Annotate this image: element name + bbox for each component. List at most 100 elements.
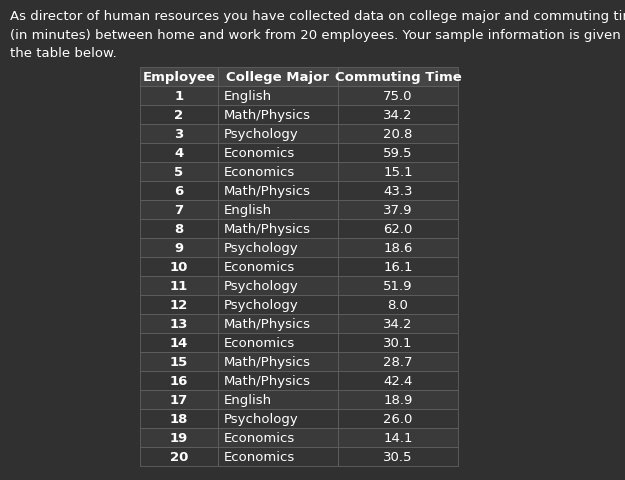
Text: Commuting Time: Commuting Time	[334, 71, 461, 84]
Bar	[338, 219, 458, 239]
Text: 11: 11	[170, 279, 188, 292]
Text: 26.0: 26.0	[383, 412, 412, 425]
Bar	[338, 106, 458, 125]
Bar	[218, 219, 338, 239]
Bar	[140, 201, 218, 219]
Text: Psychology: Psychology	[224, 241, 299, 254]
Bar	[140, 276, 218, 295]
Text: Economics: Economics	[224, 336, 295, 349]
Text: 14: 14	[170, 336, 188, 349]
Text: College Major: College Major	[226, 71, 329, 84]
Text: 43.3: 43.3	[383, 185, 412, 198]
Bar	[218, 144, 338, 163]
Text: 15: 15	[170, 355, 188, 368]
Bar	[140, 257, 218, 276]
Text: Economics: Economics	[224, 431, 295, 444]
Bar	[338, 144, 458, 163]
Text: As director of human resources you have collected data on college major and comm: As director of human resources you have …	[10, 10, 625, 60]
Bar	[140, 352, 218, 371]
Text: 14.1: 14.1	[383, 431, 412, 444]
Bar	[338, 276, 458, 295]
Text: 6: 6	[174, 185, 184, 198]
Text: 30.5: 30.5	[383, 450, 412, 463]
Text: 9: 9	[174, 241, 184, 254]
Bar	[140, 106, 218, 125]
Text: 1: 1	[174, 90, 184, 103]
Bar	[218, 390, 338, 409]
Bar	[140, 219, 218, 239]
Bar	[338, 87, 458, 106]
Bar	[140, 239, 218, 257]
Text: 18.6: 18.6	[383, 241, 412, 254]
Bar	[338, 333, 458, 352]
Text: Math/Physics: Math/Physics	[224, 317, 311, 330]
Bar	[140, 333, 218, 352]
Bar	[140, 125, 218, 144]
Text: 8.0: 8.0	[388, 299, 409, 312]
Bar	[218, 87, 338, 106]
Bar	[140, 68, 218, 87]
Text: 15.1: 15.1	[383, 166, 413, 179]
Bar	[140, 181, 218, 201]
Text: English: English	[224, 393, 272, 406]
Bar	[218, 68, 338, 87]
Text: 13: 13	[170, 317, 188, 330]
Bar	[140, 144, 218, 163]
Bar	[218, 447, 338, 466]
Text: Economics: Economics	[224, 450, 295, 463]
Bar	[218, 371, 338, 390]
Text: 30.1: 30.1	[383, 336, 412, 349]
Bar	[140, 295, 218, 314]
Bar	[218, 257, 338, 276]
Bar	[218, 314, 338, 333]
Bar	[140, 390, 218, 409]
Bar	[338, 352, 458, 371]
Bar	[218, 428, 338, 447]
Bar	[338, 428, 458, 447]
Text: 20: 20	[170, 450, 188, 463]
Text: English: English	[224, 204, 272, 216]
Bar	[338, 371, 458, 390]
Bar	[140, 314, 218, 333]
Text: 34.2: 34.2	[383, 109, 412, 122]
Bar	[338, 68, 458, 87]
Bar	[140, 163, 218, 181]
Text: Math/Physics: Math/Physics	[224, 223, 311, 236]
Text: 51.9: 51.9	[383, 279, 412, 292]
Bar	[218, 352, 338, 371]
Bar	[218, 125, 338, 144]
Bar	[140, 447, 218, 466]
Text: 75.0: 75.0	[383, 90, 412, 103]
Bar	[218, 106, 338, 125]
Text: Economics: Economics	[224, 147, 295, 160]
Bar	[338, 295, 458, 314]
Bar	[218, 239, 338, 257]
Text: 34.2: 34.2	[383, 317, 412, 330]
Text: 7: 7	[174, 204, 184, 216]
Text: Math/Physics: Math/Physics	[224, 109, 311, 122]
Text: Economics: Economics	[224, 261, 295, 274]
Text: 28.7: 28.7	[383, 355, 412, 368]
Text: Math/Physics: Math/Physics	[224, 374, 311, 387]
Bar	[338, 409, 458, 428]
Text: Math/Physics: Math/Physics	[224, 185, 311, 198]
Text: Psychology: Psychology	[224, 412, 299, 425]
Bar	[338, 125, 458, 144]
Bar	[218, 201, 338, 219]
Bar	[218, 276, 338, 295]
Bar	[218, 333, 338, 352]
Text: 16: 16	[170, 374, 188, 387]
Text: 4: 4	[174, 147, 184, 160]
Text: 5: 5	[174, 166, 184, 179]
Text: Math/Physics: Math/Physics	[224, 355, 311, 368]
Text: 17: 17	[170, 393, 188, 406]
Text: 19: 19	[170, 431, 188, 444]
Text: 16.1: 16.1	[383, 261, 412, 274]
Bar	[140, 409, 218, 428]
Text: 20.8: 20.8	[383, 128, 412, 141]
Text: Economics: Economics	[224, 166, 295, 179]
Text: 62.0: 62.0	[383, 223, 412, 236]
Bar	[338, 163, 458, 181]
Text: Employee: Employee	[142, 71, 216, 84]
Bar	[338, 390, 458, 409]
